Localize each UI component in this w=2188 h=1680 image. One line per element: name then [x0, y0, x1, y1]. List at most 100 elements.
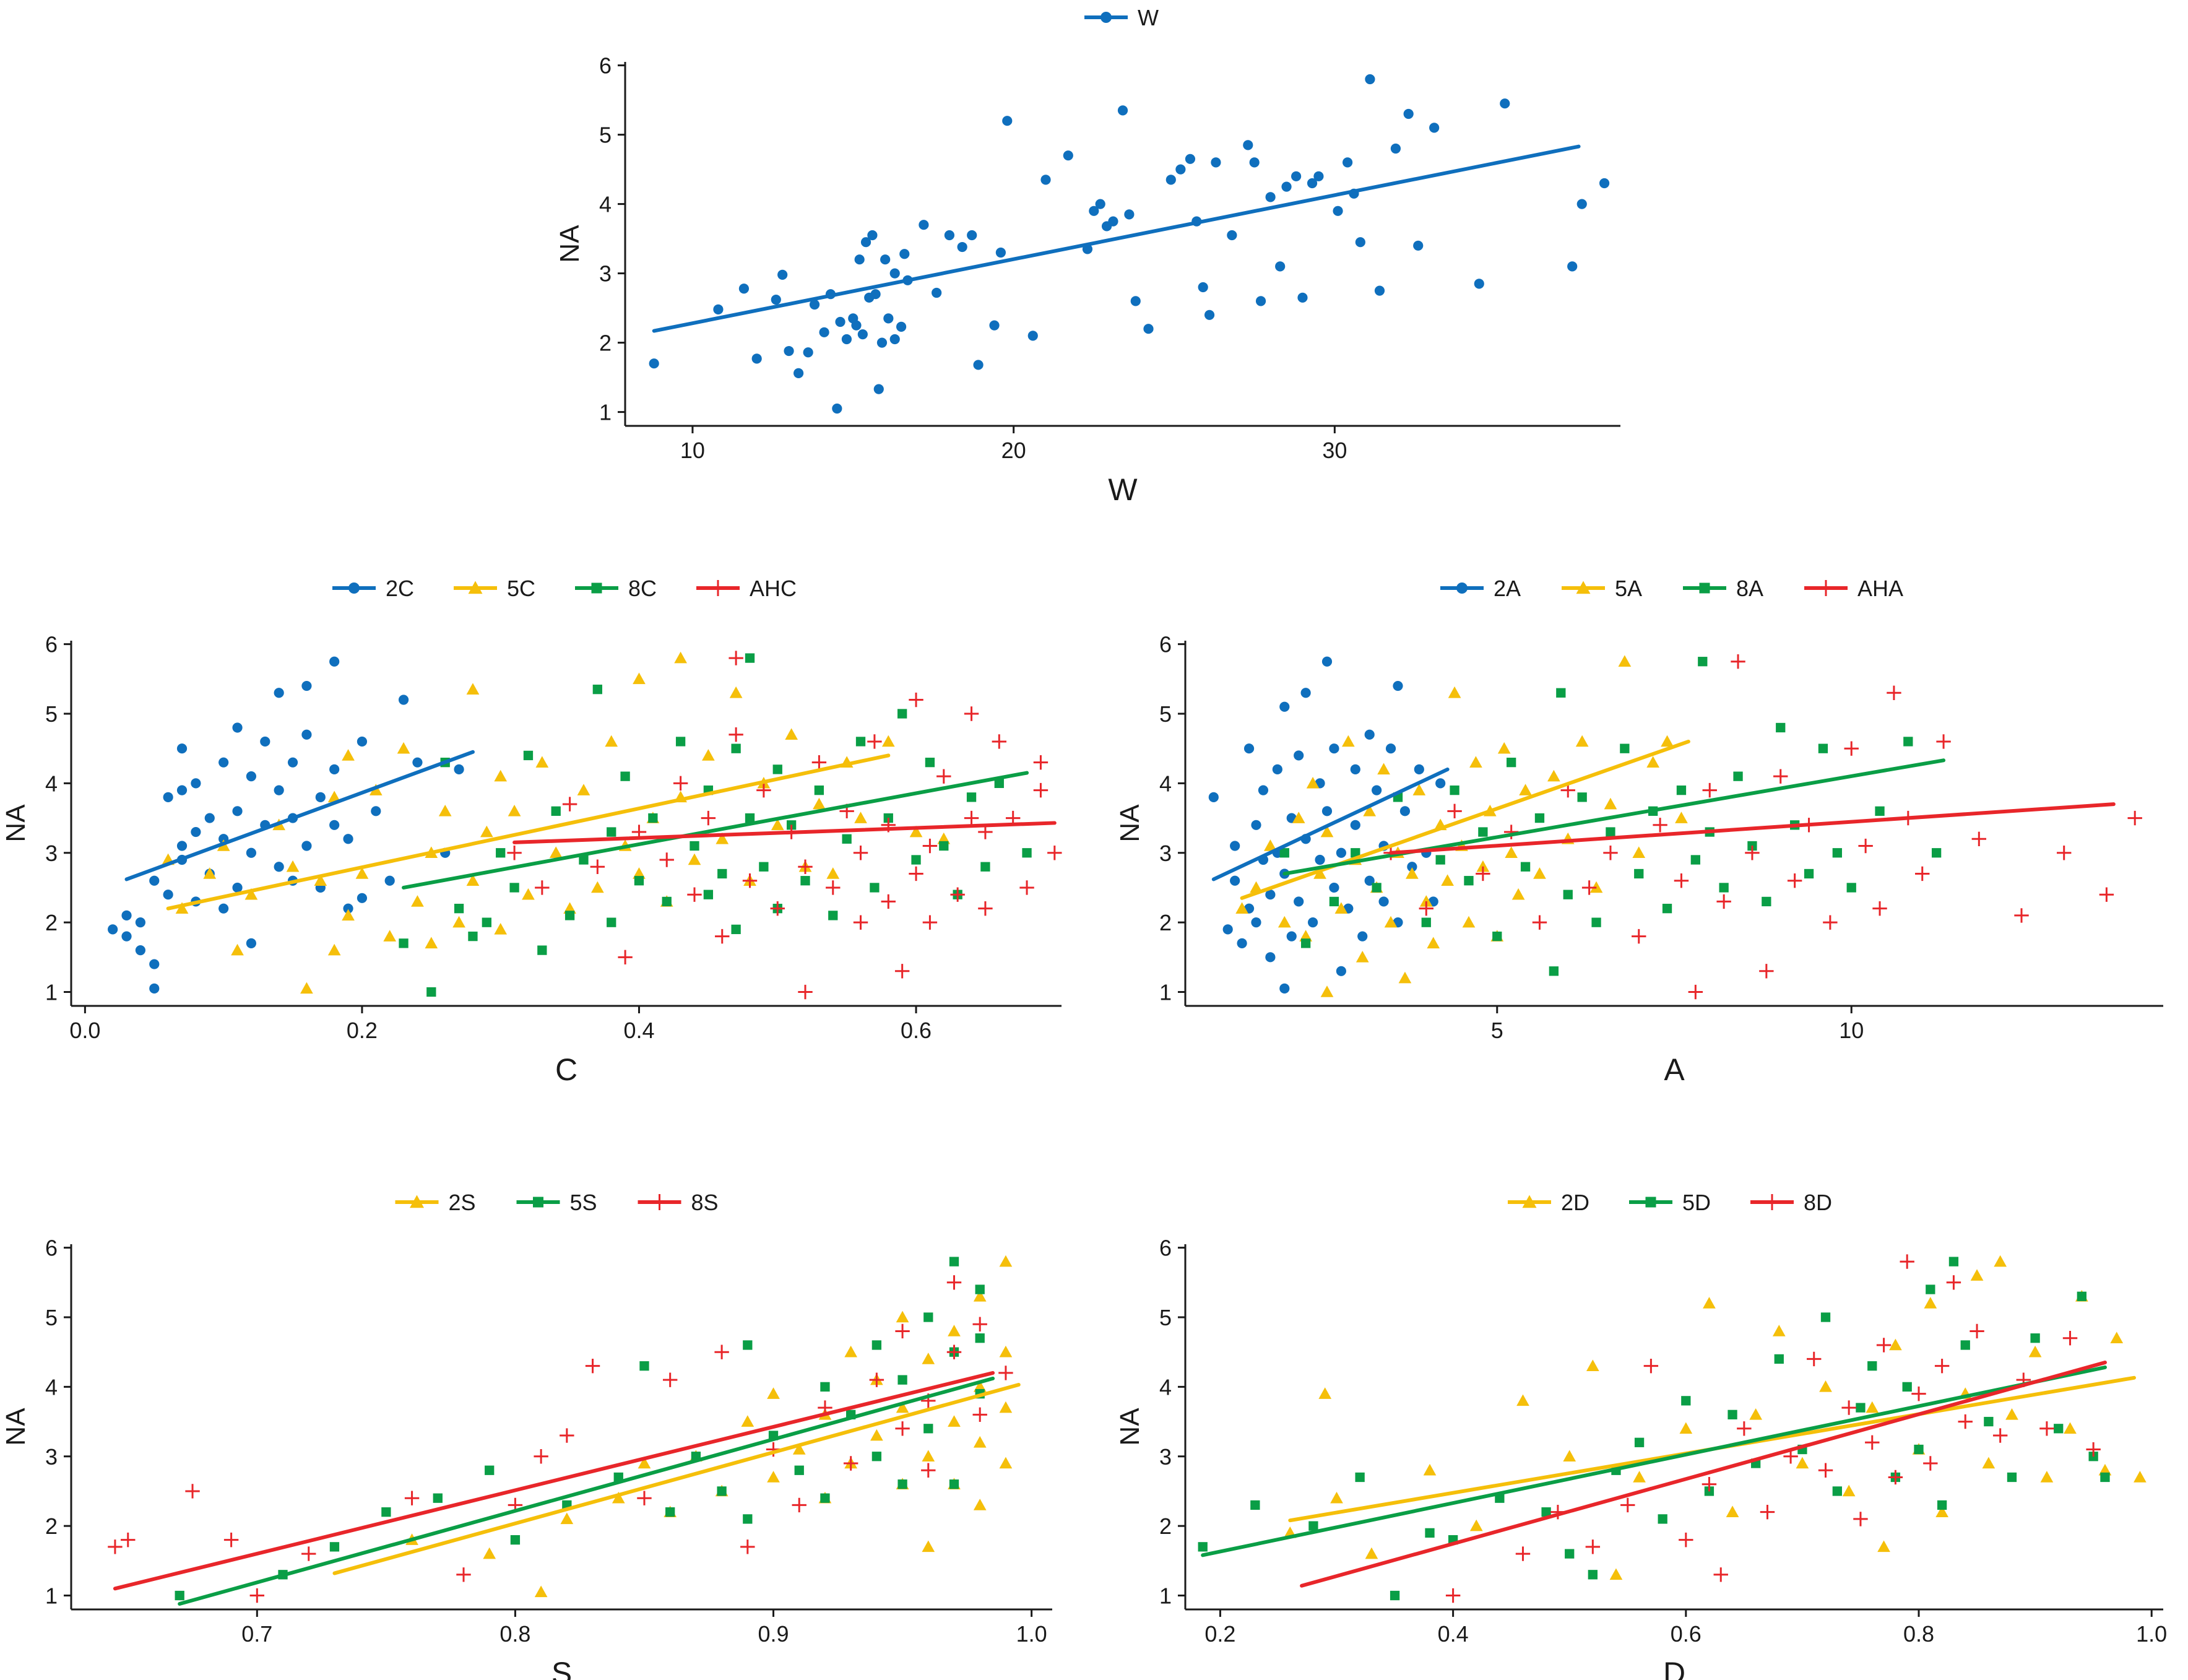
legend: 2A 5A 8A AHA [1440, 576, 1903, 601]
x-tick-label: 1.0 [2136, 1621, 2167, 1647]
data-point [1265, 192, 1276, 202]
data-point [1948, 1257, 1959, 1266]
data-point [1924, 1297, 1937, 1309]
data-point [232, 806, 243, 816]
data-point [1505, 846, 1518, 859]
data-point [1356, 950, 1369, 963]
data-point [301, 841, 312, 851]
data-point [1318, 1387, 1332, 1399]
data-point [1618, 655, 1632, 667]
data-point [957, 241, 967, 253]
data-point [1222, 924, 1233, 935]
legend-marker [1699, 582, 1710, 594]
data-point [857, 329, 868, 340]
y-tick-label: 3 [1159, 1444, 1172, 1470]
data-point [1992, 1428, 2008, 1443]
data-point [1726, 1505, 1739, 1517]
data-point [1336, 966, 1346, 976]
data-point [1377, 763, 1390, 775]
data-point [1355, 1472, 1365, 1483]
legend-item-2C: 2C [332, 576, 414, 601]
data-point [1421, 917, 1431, 927]
y-tick-label: 2 [45, 1513, 58, 1539]
data-point [1889, 1338, 1902, 1351]
data-point [1599, 178, 1610, 189]
data-point [577, 784, 590, 795]
data-point [1341, 735, 1355, 747]
legend-item-AHA: AHA [1804, 576, 1903, 601]
data-point [551, 806, 561, 816]
data-point [1329, 896, 1339, 907]
data-point [620, 771, 630, 781]
data-point [659, 852, 674, 867]
data-point [717, 1486, 727, 1496]
data-point [688, 853, 701, 865]
legend: W [1084, 5, 1159, 30]
series-8S [108, 1275, 1013, 1603]
data-point [944, 230, 954, 241]
data-point [1399, 806, 1411, 816]
data-point [523, 750, 534, 761]
data-point [881, 894, 896, 909]
data-point [1936, 734, 1951, 749]
data-point [995, 247, 1006, 258]
data-point [1476, 866, 1490, 881]
data-point [537, 945, 547, 955]
data-point [745, 653, 755, 663]
data-point [1291, 171, 1302, 181]
data-point [286, 860, 300, 872]
data-point [794, 1465, 804, 1475]
legend-marker [710, 580, 726, 596]
data-point [329, 1542, 340, 1552]
data-point [1297, 292, 1308, 303]
data-point [1413, 240, 1424, 251]
data-point [1733, 771, 1743, 781]
data-point [1429, 123, 1440, 133]
data-point [870, 289, 881, 300]
data-point [176, 841, 188, 851]
data-point [535, 880, 550, 895]
x-tick-label: 0.4 [623, 1018, 654, 1043]
data-point [811, 755, 827, 770]
data-point [880, 254, 891, 265]
data-point [1674, 873, 1689, 888]
data-point [381, 1507, 391, 1517]
data-point [1633, 1471, 1646, 1483]
data-point [1507, 758, 1516, 768]
fit-line-5C [166, 753, 891, 911]
data-point [1500, 98, 1510, 109]
x-tick-label: 0.4 [1438, 1621, 1469, 1647]
data-point [975, 1284, 985, 1294]
data-point [1698, 657, 1708, 667]
data-point [1634, 1437, 1645, 1447]
data-point [560, 1512, 574, 1525]
data-point [509, 883, 519, 893]
data-point [1937, 1500, 1947, 1510]
series-8D [1445, 1254, 2101, 1603]
legend-label: 5A [1615, 576, 1642, 601]
data-point [357, 893, 368, 903]
data-point [483, 1547, 496, 1559]
data-point [701, 810, 716, 826]
fit-line-8S [113, 1370, 995, 1591]
data-point [1804, 868, 1814, 879]
data-point [223, 1532, 239, 1548]
data-point [731, 924, 741, 935]
data-point [327, 790, 341, 803]
chart-panel-D: 1 2 3 4 5 6 0.2 0.4 0.6 0.8 1.0 D NA 2D 5D 8D [1115, 1190, 2167, 1680]
data-point [246, 771, 257, 782]
data-point [1336, 847, 1346, 858]
data-point [1384, 916, 1398, 928]
data-point [287, 757, 298, 768]
data-point [398, 695, 409, 705]
data-point [274, 862, 284, 872]
data-point [756, 782, 771, 798]
y-tick-label: 1 [1159, 980, 1172, 1005]
data-point [777, 269, 788, 280]
data-point [922, 1450, 935, 1462]
data-point [675, 737, 686, 747]
data-point [759, 862, 769, 872]
data-point [1832, 848, 1842, 858]
data-point [466, 683, 480, 695]
data-point [2039, 1421, 2054, 1436]
